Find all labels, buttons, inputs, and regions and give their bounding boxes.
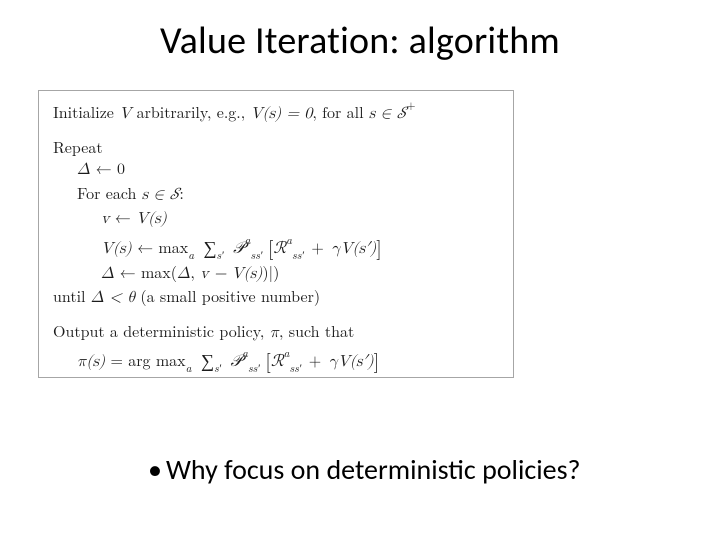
- sym-Vs: V(s): [136, 211, 167, 227]
- sym-sub-ss: ss′: [251, 247, 263, 263]
- algo-line-until: until Δ < θ (a small positive number): [53, 285, 499, 310]
- sym-sum: ∑: [203, 234, 216, 260]
- sym-sub-ss2: ss′: [292, 247, 304, 263]
- t: Output a deterministic policy,: [53, 319, 270, 342]
- sym-Delta4: Δ: [91, 290, 104, 306]
- sym-gamma: γ: [331, 241, 340, 257]
- sym-Vs3: V(s): [232, 266, 263, 282]
- sym-sup-a4: a: [284, 345, 290, 361]
- t: until: [53, 284, 91, 307]
- algo-line-init: Initialize V arbitrarily, e.g., V(s) = 0…: [53, 101, 499, 126]
- sym-sub-ss3: ss′: [248, 360, 260, 376]
- t: ,: [190, 260, 200, 283]
- t: ← max(: [114, 260, 177, 283]
- sym-sub-a: a: [188, 247, 194, 263]
- t: :: [179, 181, 183, 204]
- algo-line-argmax: π(s) = arg maxa ∑s′ 𝒫ass′ [ℛass′ + γV(s′…: [77, 344, 499, 374]
- bullet-item: •Why focus on deterministic policies?: [148, 452, 581, 487]
- algo-line-output: Output a deterministic policy, π, such t…: [53, 320, 499, 345]
- sym-Vsp: V(s′): [341, 241, 377, 257]
- t: = arg max: [105, 348, 185, 371]
- spacer: [53, 126, 499, 136]
- sym-plus: +: [406, 97, 415, 113]
- sym-V: V: [119, 106, 131, 122]
- bracket-l: [: [268, 232, 274, 261]
- t: , for all: [312, 100, 369, 123]
- sym-sub-ss4: ss′: [289, 360, 301, 376]
- bracket-r2: ]: [374, 345, 380, 374]
- sym-Vsp2: V(s′): [338, 354, 374, 370]
- sym-sInSplus: s ∈ 𝒮: [369, 106, 407, 122]
- sym-sInS: s ∈ 𝒮: [142, 187, 180, 203]
- sym-Vs2: V(s): [101, 241, 132, 257]
- slide: Value Iteration: algorithm Initialize V …: [0, 0, 720, 540]
- t: , such that: [279, 319, 354, 342]
- sym-sup-a: a: [245, 232, 251, 248]
- algo-line-foreach: For each s ∈ 𝒮:: [77, 182, 499, 207]
- sym-P2: 𝒫: [231, 353, 243, 370]
- t: arbitrarily, e.g.,: [131, 100, 250, 123]
- sym-theta: θ: [127, 290, 135, 306]
- sym-sub-a2: a: [186, 360, 192, 376]
- algorithm-box: Initialize V arbitrarily, e.g., V(s) = 0…: [38, 90, 514, 378]
- sym-sup-a2: a: [286, 232, 292, 248]
- t: (a small positive number): [135, 284, 320, 307]
- t: )|): [262, 260, 279, 283]
- bullet-dot-icon: •: [148, 452, 166, 487]
- t: ← max: [132, 235, 188, 258]
- sym-gamma2: γ: [329, 354, 338, 370]
- sym-Delta3: Δ: [177, 266, 190, 282]
- bracket-r: ]: [376, 232, 382, 261]
- bullet-text: Why focus on deterministic policies?: [166, 452, 581, 487]
- sym-pis: π(s): [77, 354, 105, 370]
- sym-Delta: Δ: [77, 162, 90, 178]
- algo-line-bellman: V(s) ← maxa ∑s′ 𝒫ass′ [ℛass′ + γV(s′)]: [101, 231, 499, 261]
- page-title: Value Iteration: algorithm: [0, 18, 720, 64]
- algo-line-deltamax: Δ ← max(Δ, v − V(s))|): [101, 261, 499, 286]
- sym-lt: <: [104, 290, 127, 306]
- sym-Delta2: Δ: [101, 266, 114, 282]
- algo-line-delta0: Δ ← 0: [77, 157, 499, 182]
- sym-sub-sp2: s′: [214, 360, 221, 376]
- sym-P: 𝒫: [233, 240, 245, 257]
- algo-line-repeat: Repeat: [53, 136, 499, 158]
- t: ← 0: [90, 156, 125, 179]
- algo-line-v: v ← V(s): [101, 206, 499, 231]
- sym-R2: ℛ: [271, 353, 284, 370]
- sym-sum2: ∑: [201, 347, 214, 373]
- sym-pi: π: [270, 325, 279, 341]
- t: ←: [109, 205, 136, 228]
- sym-Vs0: V(s) = 0: [251, 106, 313, 122]
- t: Initialize: [53, 100, 119, 123]
- sym-v2: v: [200, 266, 208, 282]
- sym-sup-a3: a: [242, 345, 248, 361]
- sym-sub-sp: s′: [217, 247, 224, 263]
- t: −: [209, 266, 232, 282]
- bracket-l2: [: [265, 345, 271, 374]
- t: For each: [77, 181, 142, 204]
- sym-R: ℛ: [273, 240, 286, 257]
